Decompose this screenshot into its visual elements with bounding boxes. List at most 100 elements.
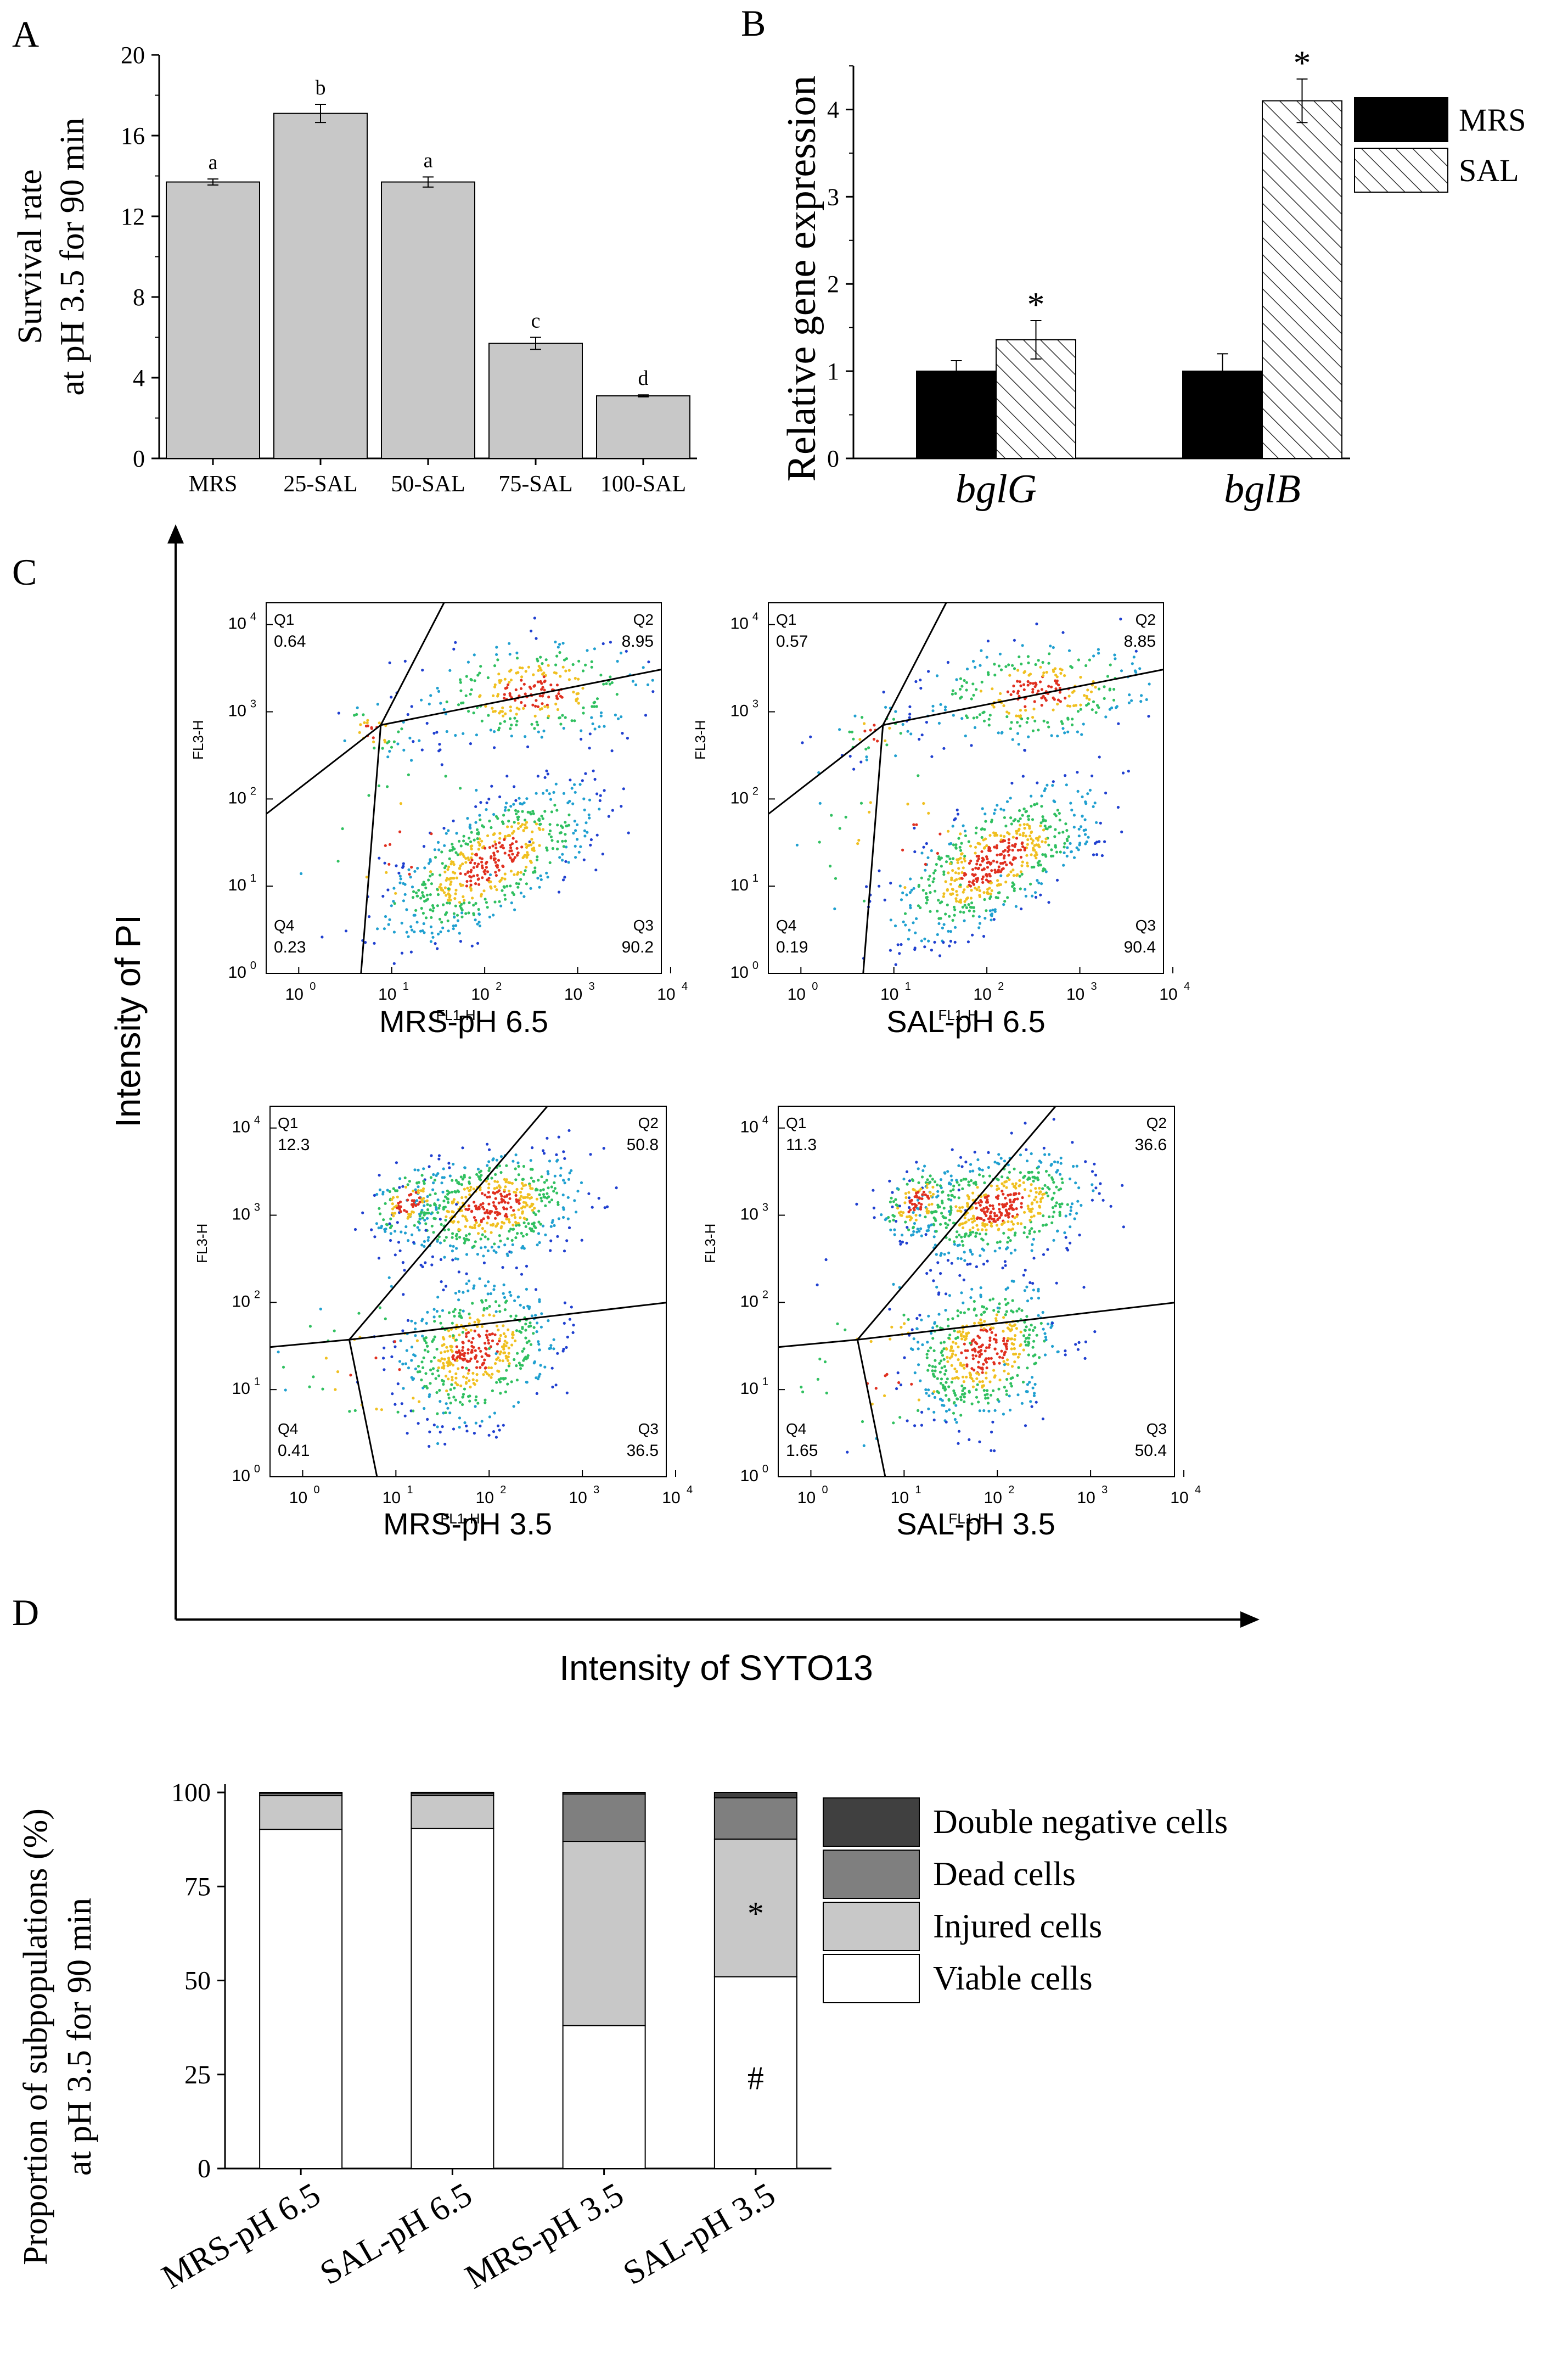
c-axis-y-label: FL3-H [692, 720, 709, 760]
c-quadrant-name: Q2 [1136, 611, 1156, 628]
c-y-decade-base: 10 [228, 876, 246, 894]
d-annotation: # [748, 2060, 764, 2096]
a-bar [596, 395, 690, 460]
c-quadrant-value: 0.41 [278, 1442, 310, 1460]
d-stack-injured-cells [411, 1795, 494, 1829]
c-x-decade-base: 10 [1066, 985, 1084, 1004]
c-axis-y-label: FL3-H [702, 1224, 718, 1263]
c-y-decade-exp: 1 [250, 872, 256, 884]
d-y-tick-label: 50 [184, 1966, 211, 1996]
c-x-decade-base: 10 [378, 985, 396, 1004]
d-legend-label: Dead cells [933, 1856, 1076, 1893]
c-gate-line [348, 1339, 378, 1477]
d-stack-injured-cells [259, 1795, 343, 1830]
c-x-decade-base: 10 [476, 1489, 494, 1507]
d-y-tick-label: 75 [184, 1872, 211, 1901]
panel-a-bar-chart: 0 4 8 12 16 20 a MRS b 25-SAL a 50-SAL c 75-SAL d 100-S… [12, 42, 697, 497]
a-bar [273, 113, 368, 459]
a-x-tick-label: 25-SAL [283, 472, 357, 497]
c-plot-frame [768, 602, 1164, 974]
panel-b-grouped-bar-chart: 0 1 2 3 4 * bglG * bglB Relative gene expression M… [779, 43, 1526, 512]
c-x-decade-exp: 4 [1184, 981, 1190, 993]
a-significance-letter: d [638, 367, 649, 390]
c-axis-x-label: FL1-H [436, 1007, 475, 1023]
a-ylabel-line1: Survival rate [12, 169, 49, 344]
c-y-decade-base: 10 [740, 1467, 758, 1485]
c-y-decade-base: 10 [740, 1118, 758, 1136]
d-legend-swatch [823, 1902, 920, 1951]
c-y-decade-exp: 4 [752, 611, 758, 623]
a-bar [166, 181, 260, 459]
c-y-decade-exp: 3 [250, 698, 256, 710]
c-y-decade-exp: 3 [752, 698, 758, 710]
c-x-decade-base: 10 [891, 1489, 909, 1507]
c-y-decade-base: 10 [740, 1292, 758, 1310]
a-significance-letter: a [424, 149, 433, 172]
d-stack-injured-cells [562, 1841, 646, 2026]
d-stack-dead-cells [562, 1793, 646, 1842]
c-plot-title: SAL-pH 6.5 [886, 1004, 1046, 1039]
a-bar [488, 343, 583, 460]
c-x-decade-exp: 0 [822, 1484, 828, 1496]
c-quadrant-value: 0.19 [776, 938, 808, 956]
c-gate-line [380, 602, 445, 726]
c-y-decade-exp: 0 [254, 1463, 260, 1475]
d-legend-swatch [823, 1797, 920, 1847]
c-gate-line [857, 1106, 1056, 1341]
c-y-decade-base: 10 [232, 1206, 250, 1224]
b-bar-mrs [916, 371, 997, 459]
panel-letter-c: C [12, 551, 37, 593]
a-y-tick-label: 20 [121, 42, 145, 69]
d-stack-viable-cells [411, 1828, 494, 2169]
b-significance-star: * [1027, 285, 1045, 324]
d-stack-double-negative-cells [713, 1792, 797, 1798]
c-scatter-points [800, 1118, 1125, 1454]
c-quadrant-value: 8.95 [622, 632, 654, 651]
c-x-decade-exp: 0 [812, 981, 818, 993]
d-stack-injured-cells [713, 1838, 797, 1977]
d-legend-label: Injured cells [933, 1908, 1102, 1945]
c-x-decade-exp: 2 [500, 1484, 506, 1496]
c-quadrant-value: 12.3 [278, 1136, 310, 1154]
c-y-decade-base: 10 [740, 1380, 758, 1398]
a-significance-letter: a [209, 151, 218, 174]
c-x-decade-exp: 1 [915, 1484, 921, 1496]
c-scatter-points [300, 617, 655, 965]
d-stack-dead-cells [713, 1797, 797, 1840]
panel-c-flow-cytometry: Intensity of PI Intensity of SYTO13 Q1 0.64… [108, 524, 1260, 1688]
d-annotation: * [748, 1895, 764, 1931]
c-gate-line [380, 669, 662, 726]
c-gate-line [857, 1302, 1175, 1341]
c-gate-line [882, 602, 947, 726]
d-y-tick-label: 0 [198, 2154, 211, 2183]
c-quadrant-name: Q2 [633, 611, 654, 628]
a-y-tick-label: 0 [133, 445, 145, 472]
c-quadrant-value: 90.4 [1124, 938, 1156, 956]
c-y-decade-base: 10 [730, 702, 749, 720]
d-ylabel-line2: at pH 3.5 for 90 min [61, 1898, 98, 2176]
c-y-decade-exp: 4 [762, 1114, 768, 1127]
c-x-decade-base: 10 [285, 985, 304, 1004]
c-axis-x-label: FL1-H [938, 1007, 977, 1023]
c-x-decade-base: 10 [1077, 1489, 1095, 1507]
b-y-tick-label: 3 [827, 183, 839, 210]
c-x-decade-base: 10 [1159, 985, 1177, 1004]
c-axis-x-label: FL1-H [948, 1510, 988, 1527]
c-x-decade-exp: 1 [407, 1484, 413, 1496]
b-legend-label-sal: SAL [1459, 153, 1519, 188]
c-y-decade-base: 10 [232, 1292, 250, 1310]
b-y-tick-label: 0 [827, 445, 839, 472]
a-x-tick-label: MRS [189, 472, 238, 497]
c-quadrant-value: 90.2 [622, 938, 654, 956]
c-y-decade-base: 10 [730, 615, 749, 633]
b-y-tick-label: 2 [827, 271, 839, 298]
c-y-decade-base: 10 [730, 789, 749, 807]
c-quadrant-name: Q3 [1147, 1420, 1167, 1437]
c-quadrant-name: Q4 [274, 917, 294, 934]
c-y-decade-base: 10 [228, 963, 246, 982]
b-ylabel: Relative gene expression [779, 76, 824, 482]
c-y-decade-exp: 3 [254, 1202, 260, 1214]
b-significance-star: * [1294, 43, 1311, 82]
